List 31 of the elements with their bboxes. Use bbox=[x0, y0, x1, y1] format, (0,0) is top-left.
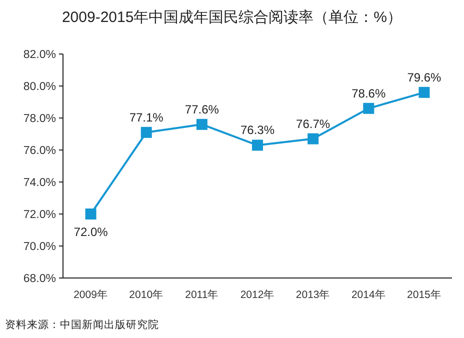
point bbox=[85, 208, 96, 220]
data-label: 76.3% bbox=[240, 123, 275, 138]
x-tick-label: 2009年 bbox=[74, 289, 108, 301]
point bbox=[252, 140, 263, 151]
point bbox=[418, 86, 430, 98]
point bbox=[140, 126, 152, 138]
data-label: 78.6% bbox=[352, 86, 386, 100]
x-tick-label: 2010年 bbox=[129, 289, 164, 301]
data-label: 76.7% bbox=[296, 116, 330, 131]
y-tick-label: 80.0% bbox=[23, 81, 56, 93]
data-label: 72.0% bbox=[74, 225, 108, 239]
text: 资料来源：中国新闻出版研究院 bbox=[5, 318, 159, 331]
data-label: 77.1% bbox=[129, 110, 164, 124]
point bbox=[196, 118, 208, 130]
x-tick-label: 2013年 bbox=[296, 289, 330, 301]
y-tick-label: 74.0% bbox=[23, 177, 56, 189]
chart-title: 2009-2015年中国成年国民综合阅读率（单位：%） bbox=[62, 9, 402, 26]
y-tick-label: 68.0% bbox=[23, 273, 56, 285]
point bbox=[363, 102, 374, 114]
y-tick-label: 76.0% bbox=[23, 145, 56, 157]
y-tick-label: 70.0% bbox=[23, 241, 56, 253]
y-tick-label: 78.0% bbox=[23, 113, 56, 125]
x-tick-label: 2012年 bbox=[240, 289, 275, 301]
x-tick-label: 2011年 bbox=[185, 289, 219, 301]
y-tick-label: 72.0% bbox=[23, 209, 56, 221]
x-tick-label: 2014年 bbox=[351, 289, 386, 301]
data-label: 77.6% bbox=[184, 102, 220, 116]
point bbox=[308, 133, 319, 144]
data-label: 79.6% bbox=[407, 70, 442, 84]
y-tick-label: 82.0% bbox=[23, 49, 56, 61]
x-tick-label: 2015年 bbox=[407, 289, 442, 301]
